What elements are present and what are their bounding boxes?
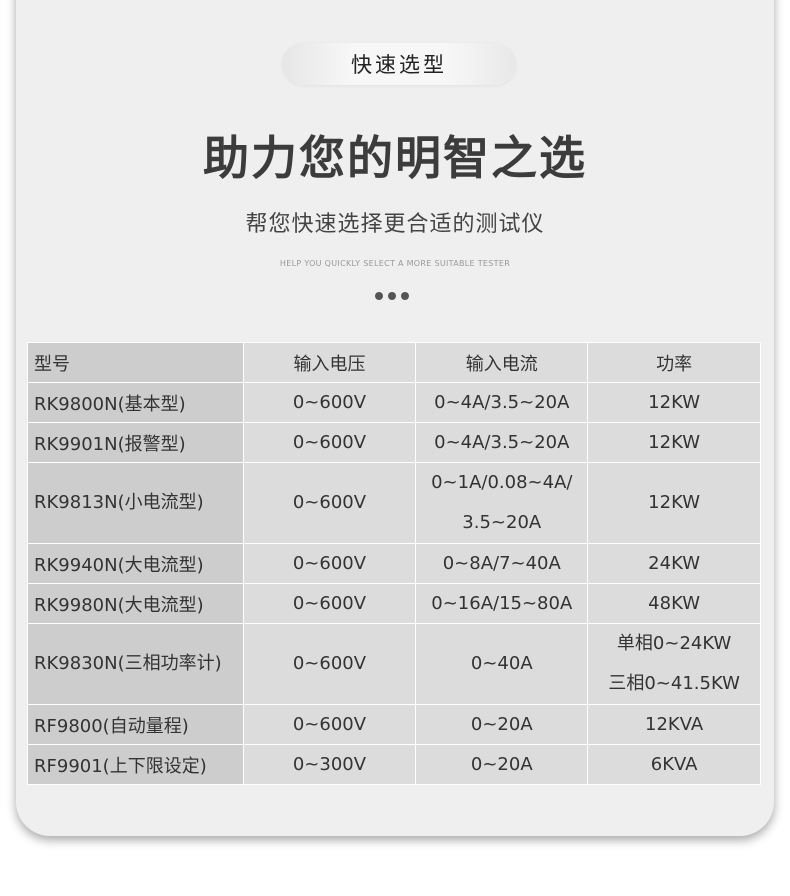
table-row: RK9901N(报警型) 0~600V 0~4A/3.5~20A 12KW (27, 422, 761, 463)
table-cell: 0~600V (242, 623, 417, 705)
table-cell: 0~600V (242, 583, 417, 624)
table-cell: 12KW (587, 422, 761, 463)
table-cell: 输入电流 (415, 342, 589, 383)
ellipsis-dots-icon (375, 292, 409, 300)
table-cell: 输入电压 (242, 342, 417, 383)
table-cell: 0~600V (242, 382, 417, 423)
table-cell: 6KVA (587, 744, 761, 785)
table-cell: 48KW (587, 583, 761, 624)
table-cell: 功率 (587, 342, 761, 383)
table-cell: 12KW (587, 462, 761, 544)
page-subtitle-english: HELP YOU QUICKLY SELECT A MORE SUITABLE … (279, 259, 511, 268)
table-row: RK9980N(大电流型) 0~600V 0~16A/15~80A 48KW (27, 583, 761, 624)
table-cell: 0~600V (242, 422, 417, 463)
table-row: RF9800(自动量程) 0~600V 0~20A 12KVA (27, 704, 761, 745)
table-row: RK9940N(大电流型) 0~600V 0~8A/7~40A 24KW (27, 543, 761, 584)
table-cell: RK9813N(小电流型) (27, 462, 244, 544)
table-cell: RF9800(自动量程) (27, 704, 244, 745)
table-cell: 0~4A/3.5~20A (415, 382, 589, 423)
table-cell: 单相0~24KW 三相0~41.5KW (587, 623, 761, 705)
table-cell: RK9940N(大电流型) (27, 543, 244, 584)
table-cell: 12KW (587, 382, 761, 423)
table-cell: 0~4A/3.5~20A (415, 422, 589, 463)
table-cell: 0~16A/15~80A (415, 583, 589, 624)
table-cell: 0~20A (415, 704, 589, 745)
table-cell: 0~600V (242, 462, 417, 544)
table-cell: 0~20A (415, 744, 589, 785)
table-cell: RK9901N(报警型) (27, 422, 244, 463)
table-header-row: 型号 输入电压 输入电流 功率 (27, 342, 761, 383)
table-cell: RF9901(上下限设定) (27, 744, 244, 785)
page-subtitle: 帮您快速选择更合适的测试仪 (245, 212, 545, 237)
table-cell: RK9980N(大电流型) (27, 583, 244, 624)
table-row: RK9830N(三相功率计) 0~600V 0~40A 单相0~24KW 三相0~41.… (27, 623, 761, 705)
section-badge: 快速选型 (282, 43, 516, 85)
page-title: 助力您的明智之选 (203, 131, 587, 185)
table-cell: 0~300V (242, 744, 417, 785)
model-selection-table: 型号 输入电压 输入电流 功率 RK9800N(基本型) 0~600V 0~4A/3.5~2… (27, 342, 761, 785)
table-cell: 型号 (27, 342, 244, 383)
table-cell: 0~1A/0.08~4A/3.5~20A (415, 462, 589, 544)
table-cell: RK9830N(三相功率计) (27, 623, 244, 705)
table-row: RK9813N(小电流型) 0~600V 0~1A/0.08~4A/3.5~20A 1… (27, 462, 761, 544)
table-cell: 24KW (587, 543, 761, 584)
table-cell: 12KVA (587, 704, 761, 745)
table-row: RK9800N(基本型) 0~600V 0~4A/3.5~20A 12KW (27, 382, 761, 423)
table-cell: RK9800N(基本型) (27, 382, 244, 423)
table-cell: 0~40A (415, 623, 589, 705)
table-cell: 0~600V (242, 704, 417, 745)
table-cell: 0~600V (242, 543, 417, 584)
table-row: RF9901(上下限设定) 0~300V 0~20A 6KVA (27, 744, 761, 785)
table-cell: 0~8A/7~40A (415, 543, 589, 584)
